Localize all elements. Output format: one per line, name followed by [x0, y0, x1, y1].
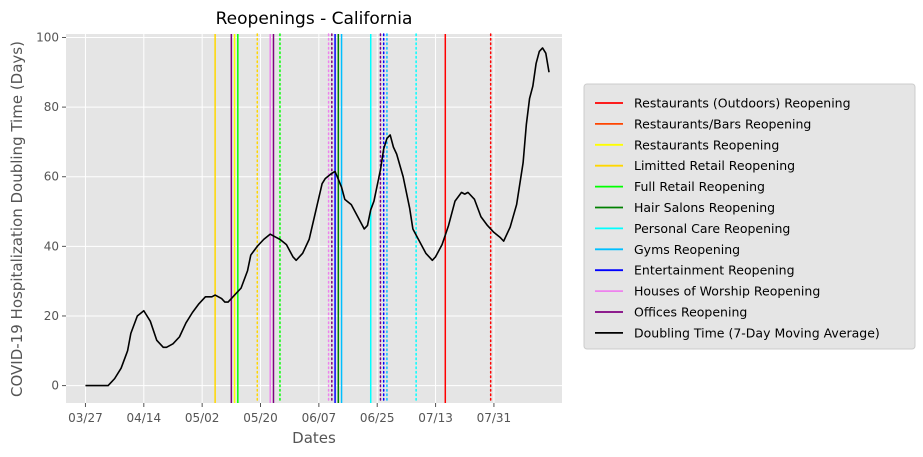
- legend-label: Entertainment Reopening: [634, 263, 795, 278]
- y-tick-label: 0: [51, 379, 59, 393]
- x-tick-label: 07/13: [418, 411, 453, 425]
- reopening-lines: [214, 33, 492, 404]
- legend-label: Personal Care Reopening: [634, 221, 790, 236]
- x-tick-label: 05/02: [185, 411, 220, 425]
- legend-item: Limitted Retail Reopening: [595, 158, 795, 173]
- legend-item: Full Retail Reopening: [595, 179, 765, 194]
- y-axis-ticks: 0 20 40 60 80 100: [36, 30, 66, 393]
- legend-label: Limitted Retail Reopening: [634, 158, 795, 173]
- legend-item: Doubling Time (7-Day Moving Average): [595, 325, 880, 340]
- y-tick-label: 20: [44, 309, 59, 323]
- legend: Restaurants (Outdoors) Reopening Restaura…: [583, 83, 916, 350]
- y-tick-label: 100: [36, 30, 59, 44]
- x-tick-label: 07/31: [477, 411, 512, 425]
- grid: [66, 34, 562, 403]
- y-tick-label: 80: [44, 100, 59, 114]
- chart-title: Reopenings - California: [216, 9, 413, 29]
- legend-label: Full Retail Reopening: [634, 179, 765, 194]
- legend-box: [583, 83, 916, 350]
- legend-item: Personal Care Reopening: [595, 221, 790, 236]
- legend-item: Houses of Worship Reopening: [595, 284, 820, 299]
- legend-item: Entertainment Reopening: [595, 263, 795, 278]
- legend-item: Offices Reopening: [595, 305, 747, 320]
- y-axis-title: COVID-19 Hospitalization Doubling Time (…: [8, 41, 26, 397]
- legend-item: Restaurants Reopening: [595, 137, 779, 152]
- legend-label: Offices Reopening: [634, 305, 747, 320]
- legend-label: Houses of Worship Reopening: [634, 284, 820, 299]
- legend-item: Gyms Reopening: [595, 242, 740, 257]
- x-axis-ticks: 03/27 04/14 05/02 05/20 06/07 06/25 07/13 07/31: [68, 403, 511, 425]
- y-tick-label: 60: [44, 170, 59, 184]
- series-line: [85, 47, 550, 387]
- legend-label: Restaurants Reopening: [634, 137, 779, 152]
- legend-label: Gyms Reopening: [634, 242, 740, 257]
- x-tick-label: 03/27: [68, 411, 103, 425]
- legend-label: Restaurants (Outdoors) Reopening: [634, 96, 851, 111]
- legend-label: Hair Salons Reopening: [634, 200, 775, 215]
- x-tick-label: 04/14: [127, 411, 162, 425]
- y-tick-label: 40: [44, 239, 59, 253]
- legend-item: Hair Salons Reopening: [595, 200, 775, 215]
- legend-item: Restaurants/Bars Reopening: [595, 116, 811, 131]
- x-tick-label: 05/20: [243, 411, 278, 425]
- legend-label: Doubling Time (7-Day Moving Average): [634, 325, 880, 340]
- series: [85, 47, 550, 387]
- x-tick-label: 06/07: [302, 411, 337, 425]
- legend-item: Restaurants (Outdoors) Reopening: [595, 96, 851, 111]
- legend-label: Restaurants/Bars Reopening: [634, 116, 811, 131]
- x-axis-title: Dates: [292, 429, 336, 447]
- x-tick-label: 06/25: [360, 411, 395, 425]
